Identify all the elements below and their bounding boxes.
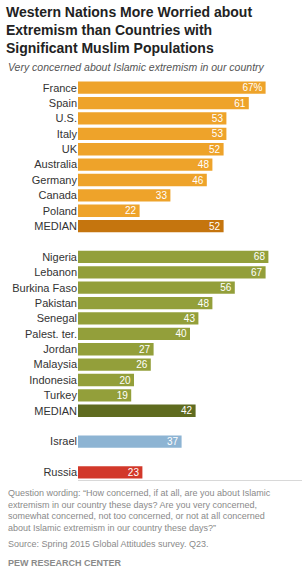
svg-text:27: 27 xyxy=(139,344,151,355)
svg-text:MEDIAN: MEDIAN xyxy=(34,405,77,417)
svg-text:Source: Spring 2015 Global Att: Source: Spring 2015 Global Attitudes sur… xyxy=(8,539,208,549)
svg-text:Australia: Australia xyxy=(34,158,78,170)
svg-text:Lebanon: Lebanon xyxy=(34,266,77,278)
svg-text:52: 52 xyxy=(209,221,221,232)
svg-text:Western Nations More Worried a: Western Nations More Worried aboutExtrem… xyxy=(6,4,252,56)
svg-text:22: 22 xyxy=(125,205,137,216)
svg-text:Malaysia: Malaysia xyxy=(34,358,78,370)
svg-text:67%: 67% xyxy=(242,82,262,93)
svg-text:Very concerned about Islamic e: Very concerned about Islamic extremism i… xyxy=(8,61,265,73)
svg-text:MEDIAN: MEDIAN xyxy=(34,220,77,232)
svg-text:53: 53 xyxy=(212,113,224,124)
svg-text:UK: UK xyxy=(62,143,78,155)
svg-text:Nigeria: Nigeria xyxy=(42,251,78,263)
svg-text:48: 48 xyxy=(198,298,210,309)
svg-text:Palest. ter.: Palest. ter. xyxy=(25,328,77,340)
svg-text:Pakistan: Pakistan xyxy=(35,297,77,309)
svg-text:52: 52 xyxy=(209,144,221,155)
svg-text:23: 23 xyxy=(128,467,140,478)
svg-text:33: 33 xyxy=(156,190,168,201)
svg-text:56: 56 xyxy=(220,282,232,293)
svg-text:Spain: Spain xyxy=(49,97,77,109)
svg-text:67: 67 xyxy=(251,267,263,278)
svg-text:PEW RESEARCH CENTER: PEW RESEARCH CENTER xyxy=(8,558,122,568)
svg-text:Jordan: Jordan xyxy=(43,343,77,355)
svg-text:20: 20 xyxy=(119,375,131,386)
svg-text:Italy: Italy xyxy=(57,128,78,140)
svg-text:Indonesia: Indonesia xyxy=(29,374,78,386)
svg-text:19: 19 xyxy=(117,390,129,401)
svg-text:43: 43 xyxy=(184,313,196,324)
svg-text:Question wording: “How concern: Question wording: “How concerned, if at … xyxy=(8,488,271,533)
svg-text:France: France xyxy=(43,82,77,94)
svg-text:68: 68 xyxy=(254,251,266,262)
svg-text:42: 42 xyxy=(181,405,193,416)
svg-text:61: 61 xyxy=(234,98,246,109)
svg-text:Russia: Russia xyxy=(43,466,78,478)
svg-text:U.S.: U.S. xyxy=(56,112,77,124)
svg-text:48: 48 xyxy=(198,159,210,170)
svg-text:46: 46 xyxy=(192,175,204,186)
svg-text:Germany: Germany xyxy=(32,174,78,186)
svg-text:37: 37 xyxy=(167,436,179,447)
svg-text:Israel: Israel xyxy=(50,435,77,447)
svg-text:Canada: Canada xyxy=(38,189,77,201)
svg-text:53: 53 xyxy=(212,128,224,139)
svg-text:Turkey: Turkey xyxy=(44,389,78,401)
svg-text:40: 40 xyxy=(175,328,187,339)
svg-text:26: 26 xyxy=(136,359,148,370)
svg-text:Burkina Faso: Burkina Faso xyxy=(12,282,77,294)
svg-text:Senegal: Senegal xyxy=(37,312,77,324)
svg-text:Poland: Poland xyxy=(43,205,77,217)
